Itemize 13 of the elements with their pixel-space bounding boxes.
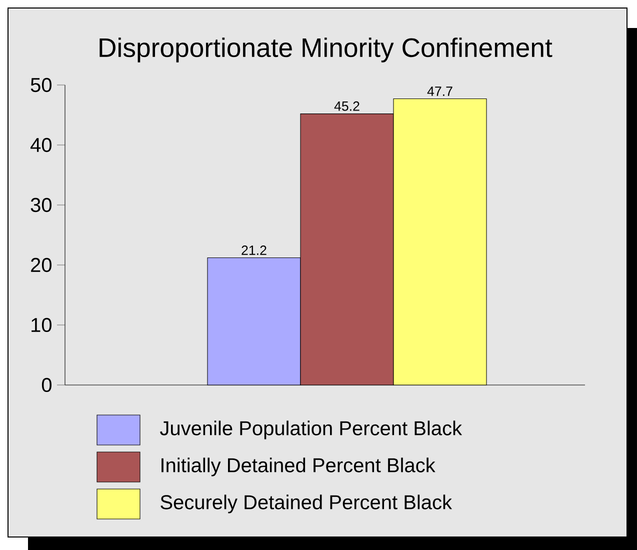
y-tick-label: 30	[30, 198, 52, 212]
y-tick-label: 0	[42, 378, 52, 392]
data-label: 47.7	[427, 86, 452, 96]
y-tick-label: 20	[31, 258, 52, 272]
data-label: 45.2	[334, 101, 360, 111]
legend-label: Securely Detained Percent Black	[160, 494, 452, 514]
legend-label: Juvenile Population Percent Black	[160, 420, 462, 440]
data-label: 21.2	[242, 246, 266, 255]
y-tick-label: 10	[32, 318, 52, 332]
legend-label: Initially Detained Percent Black	[162, 458, 436, 476]
chart-title: Disproportionate Minority Confinement	[100, 38, 552, 62]
y-tick-label: 50	[30, 78, 52, 92]
y-tick-label: 40	[30, 138, 52, 152]
